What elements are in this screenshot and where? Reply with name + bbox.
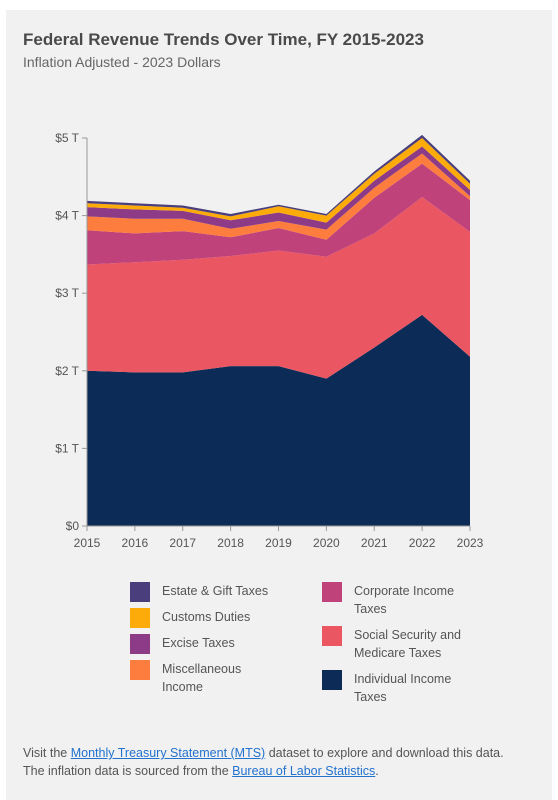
legend-swatch [130, 634, 150, 654]
legend-item-customs[interactable]: Customs Duties [130, 608, 290, 628]
x-tick-label: 2017 [169, 536, 196, 550]
chart-title: Federal Revenue Trends Over Time, FY 201… [23, 30, 424, 49]
y-tick-label: $3 T [55, 286, 79, 300]
legend-label: Miscellaneous Income [162, 662, 242, 694]
footer-text: . [375, 764, 379, 778]
x-tick-label: 2023 [457, 536, 484, 550]
footer-text: Visit the [23, 746, 71, 760]
x-tick-label: 2021 [361, 536, 388, 550]
y-tick-label: $2 T [55, 364, 79, 378]
legend-swatch [130, 582, 150, 602]
legend-item-individual[interactable]: Individual Income Taxes [322, 670, 452, 706]
legend-label: Corporate Income Taxes [354, 584, 455, 616]
legend-swatch [130, 608, 150, 628]
footer-text: The inflation data is sourced from the [23, 764, 233, 778]
legend-label: Social Security and Medicare Taxes [354, 628, 462, 660]
bls-link[interactable]: Bureau of Labor Statistics [232, 764, 376, 778]
y-tick-label: $1 T [55, 441, 79, 455]
legend-item-excise[interactable]: Excise Taxes [130, 634, 290, 654]
area-series-4[interactable] [87, 146, 470, 230]
x-tick-label: 2015 [74, 536, 101, 550]
area-series-2[interactable] [87, 163, 470, 265]
revenue-area-chart: $0 $1 T $2 T $3 T $4 T $5 T 2015 2016 2017 2018 20… [55, 131, 484, 550]
area-series-1[interactable] [87, 197, 470, 379]
x-tick-label: 2019 [265, 536, 292, 550]
y-tick-label: $0 [66, 519, 80, 533]
area-series-0[interactable] [87, 314, 470, 526]
y-tick-label: $4 T [55, 209, 79, 223]
x-tick-label: 2020 [313, 536, 340, 550]
footer-text: dataset to explore and download this dat… [265, 746, 504, 760]
mts-link[interactable]: Monthly Treasury Statement (MTS) [70, 746, 266, 760]
x-tick-label: 2016 [122, 536, 149, 550]
x-tick-label: 2022 [409, 536, 436, 550]
legend-item-social-security[interactable]: Social Security and Medicare Taxes [322, 626, 472, 662]
legend-label: Individual Income Taxes [354, 672, 452, 704]
legend-label: Estate & Gift Taxes [162, 584, 269, 598]
x-tick-label: 2018 [217, 536, 244, 550]
footer-note: Visit the Monthly Treasury Statement (MT… [23, 744, 543, 780]
legend-swatch [322, 582, 342, 602]
y-tick-label: $5 T [55, 131, 79, 145]
legend-swatch [322, 626, 342, 646]
legend-label: Customs Duties [162, 610, 251, 624]
chart-subtitle: Inflation Adjusted - 2023 Dollars [23, 54, 221, 70]
legend-item-corporate[interactable]: Corporate Income Taxes [322, 582, 472, 618]
legend-item-misc[interactable]: Miscellaneous Income [130, 660, 250, 696]
area-series-3[interactable] [87, 153, 470, 240]
legend-swatch [130, 660, 150, 680]
legend-label: Excise Taxes [162, 636, 235, 650]
legend-swatch [322, 670, 342, 690]
legend-item-estate-gift[interactable]: Estate & Gift Taxes [130, 582, 290, 602]
